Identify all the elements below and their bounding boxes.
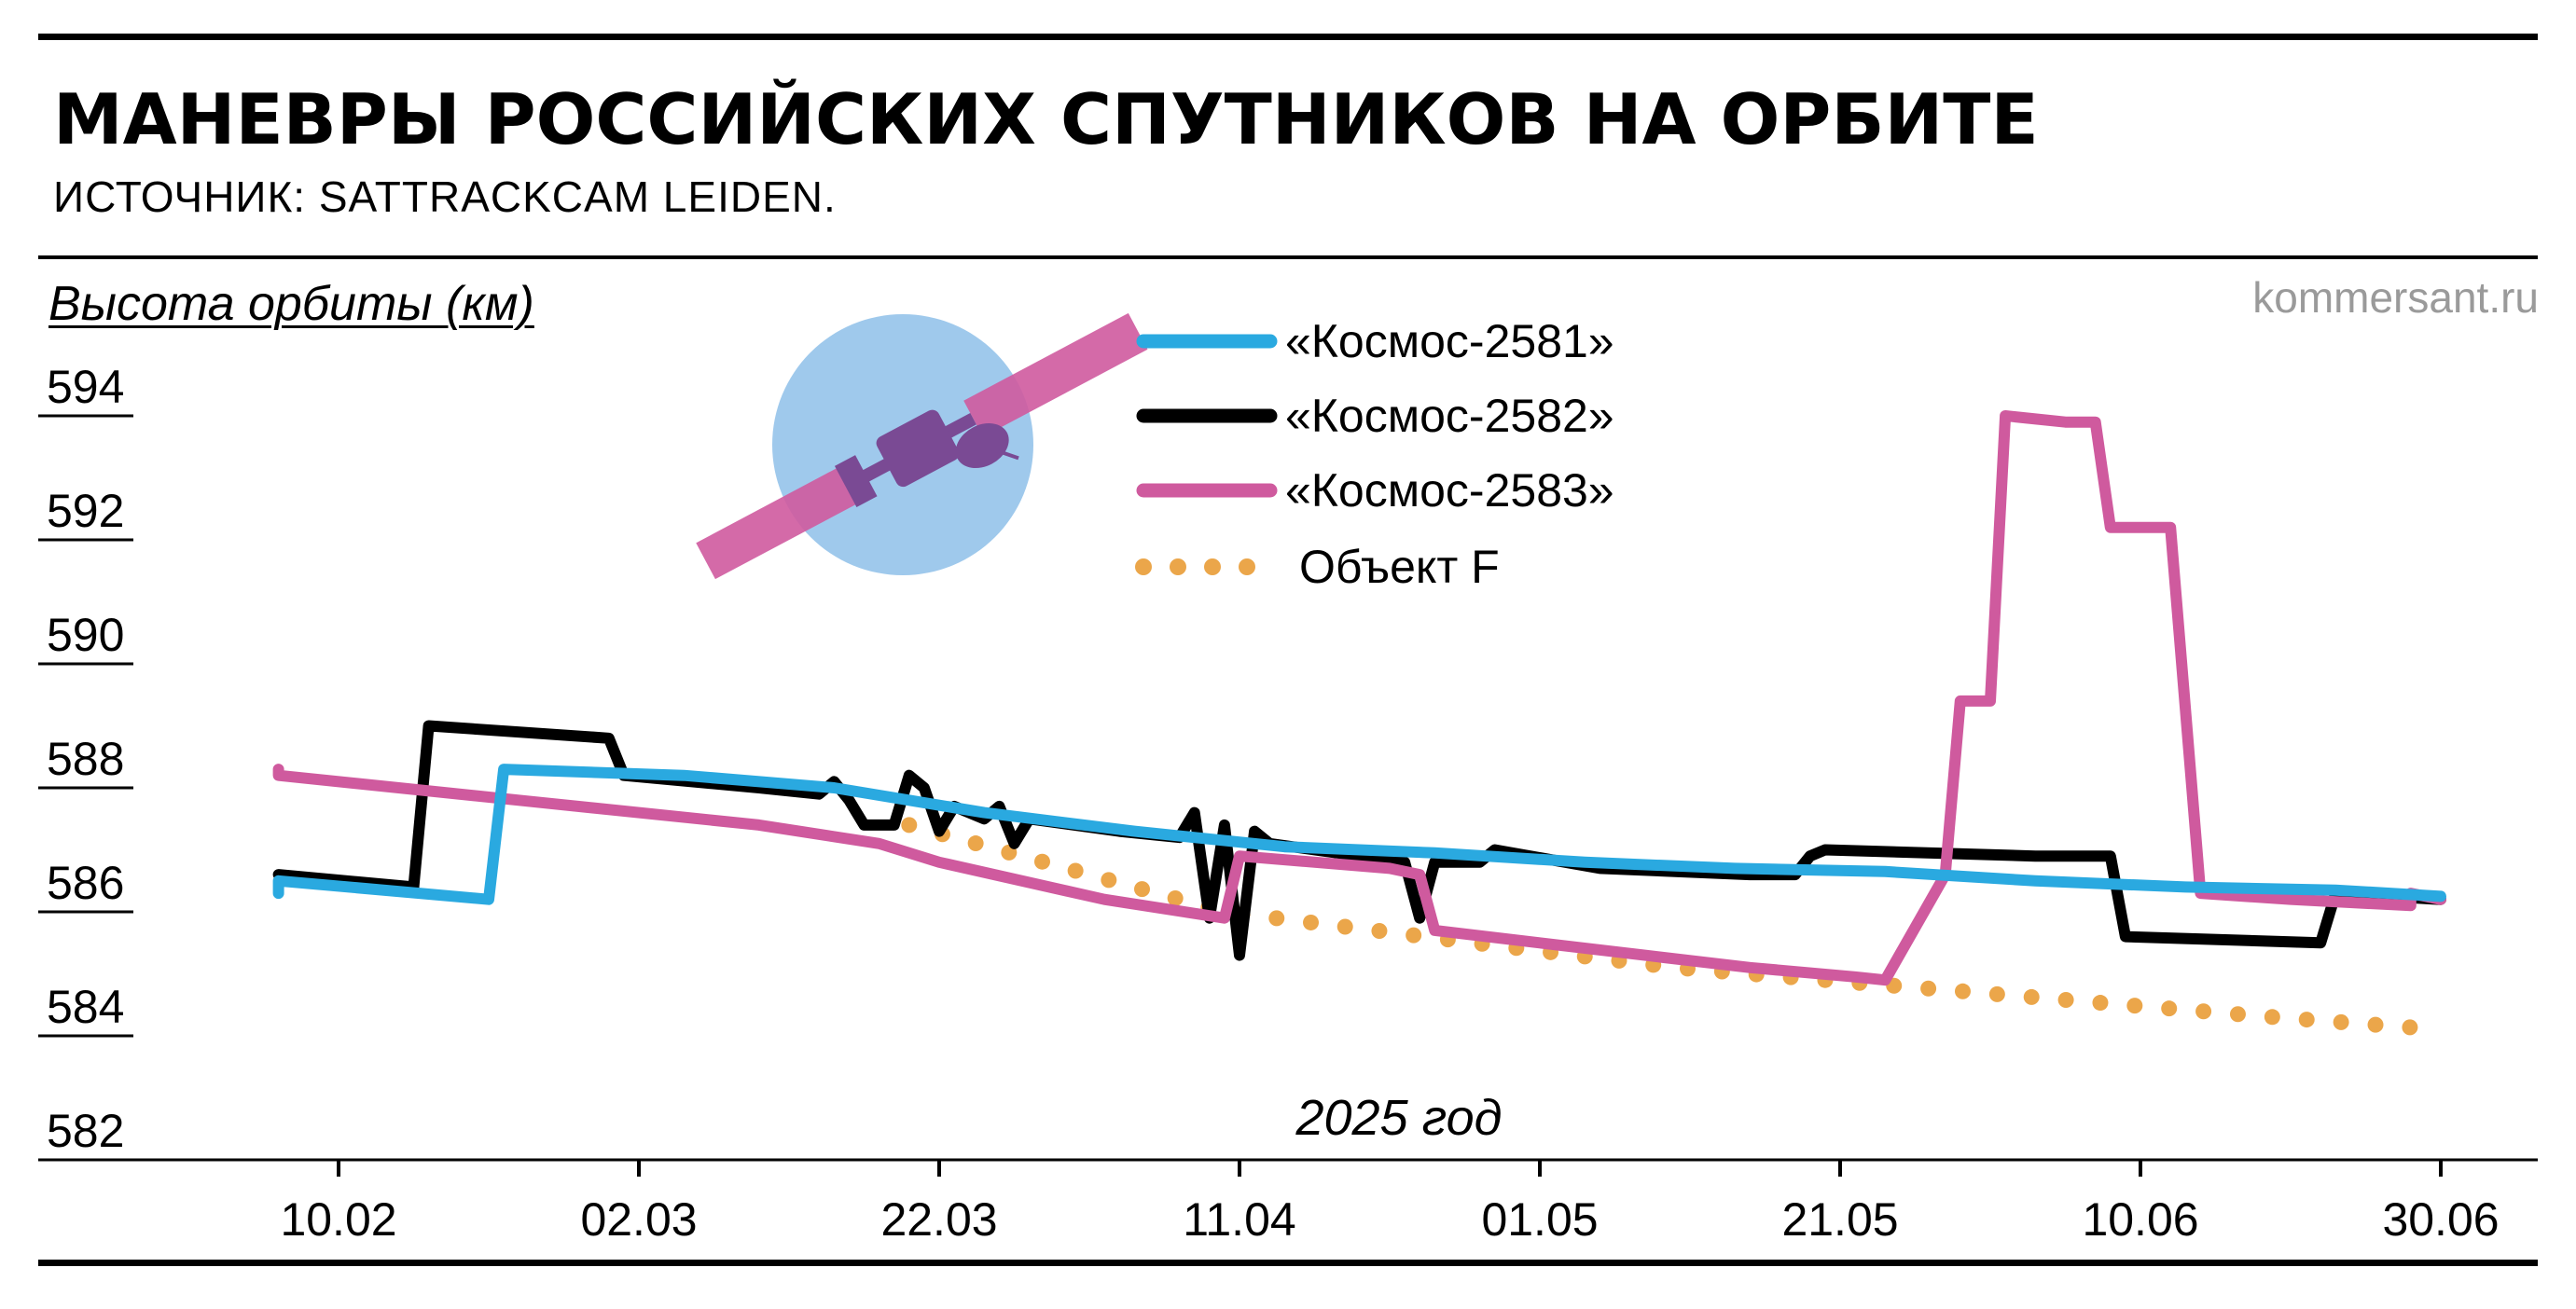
y-tick-label: 590 [47,609,124,661]
bottom-rule [38,1260,2538,1266]
x-tick-label: 21.05 [1781,1193,1898,1246]
x-axis-title: 2025 год [1295,1090,1502,1146]
header-divider [38,255,2538,259]
x-axis-ticks: 10.02 02.03 22.03 11.04 01.05 21.05 10.06 30.06 [280,1160,2500,1246]
series-line-kosmos-2581 [272,764,2446,905]
series-layer [272,410,2449,1038]
x-tick-label: 02.03 [580,1193,697,1246]
watermark: kommersant.ru [2252,273,2539,322]
chart-subtitle: ИСТОЧНИК: SATTRACKCAM LEIDEN. [53,172,837,221]
legend-item-kosmos-2581: «Космос-2581» [1136,315,1614,367]
chart-title: МАНЕВРЫ РОССИЙСКИХ СПУТНИКОВ НА ОРБИТЕ [53,78,2039,160]
legend-label-kosmos-2582: «Космос-2582» [1285,390,1614,442]
legend-item-object-f: Объект F [1135,541,1500,593]
y-axis-ticks: 594 592 590 588 586 584 582 [38,361,133,1162]
x-tick-label: 30.06 [2382,1193,2499,1246]
satellite-illustration [696,312,1148,580]
top-rule [38,34,2538,40]
x-tick-label: 11.04 [1183,1193,1295,1246]
y-tick-label: 586 [47,857,124,909]
legend-item-kosmos-2582: «Космос-2582» [1136,390,1614,442]
y-tick-label: 588 [47,733,124,785]
y-axis-label: Высота орбиты (км) [48,277,534,331]
legend-item-kosmos-2583: «Космос-2583» [1136,464,1614,517]
x-tick-label: 10.06 [2082,1193,2198,1246]
y-tick-label: 594 [47,361,124,413]
legend-label-kosmos-2581: «Космос-2581» [1285,315,1614,367]
x-tick-label: 10.02 [280,1193,396,1246]
y-tick-label: 584 [47,981,124,1033]
series-line-object-f [901,817,2449,1038]
y-tick-label: 582 [47,1105,124,1157]
x-tick-label: 22.03 [880,1193,997,1246]
series-line-kosmos-2582 [272,720,2446,961]
legend-label-object-f: Объект F [1299,541,1500,593]
legend-label-kosmos-2583: «Космос-2583» [1285,464,1614,517]
x-tick-label: 01.05 [1481,1193,1598,1246]
chart-legend: «Космос-2581» «Космос-2582» «Космос-2583… [1135,315,1614,593]
satellite-icon [696,312,1148,580]
series-line-kosmos-2583 [272,410,2446,986]
y-tick-label: 592 [47,485,124,537]
